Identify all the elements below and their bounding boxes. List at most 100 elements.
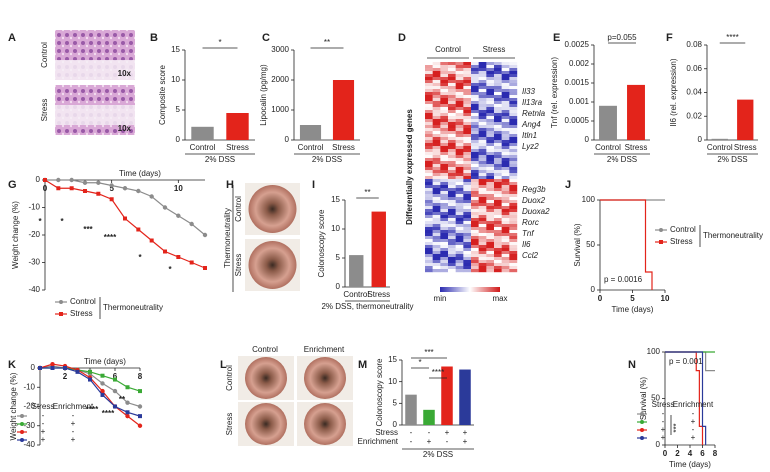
heatmap-cell (455, 185, 464, 189)
heatmap-cell (463, 161, 472, 165)
point (189, 260, 194, 265)
heatmap-cell (471, 218, 479, 222)
heatmap-cell (432, 245, 441, 249)
heatmap-cell (501, 179, 510, 183)
heatmap-cell (425, 107, 433, 111)
heatmap-cell (425, 173, 433, 177)
heatmap-cell (501, 140, 510, 144)
heatmap-cell (432, 188, 441, 192)
x-tick-label: 5 (630, 294, 635, 303)
heatmap-cell (455, 143, 464, 147)
heatmap-cell (509, 128, 518, 132)
heatmap-cell (455, 68, 464, 72)
heatmap-cell (486, 107, 495, 111)
heatmap-cell (501, 188, 510, 192)
heatmap-cell (448, 101, 456, 105)
legend-sign: - (72, 427, 75, 436)
heatmap-cell (463, 233, 472, 237)
heatmap-cell (440, 182, 449, 186)
bar (459, 369, 471, 425)
y-tick-label: -20 (28, 230, 40, 239)
heatmap-cell (494, 71, 502, 75)
heatmap-cell (440, 224, 449, 228)
heatmap-cell (478, 233, 487, 237)
x-axis-label: Time (days) (84, 357, 126, 366)
heatmap-cell (471, 203, 479, 207)
heatmap-cell (478, 179, 487, 183)
heatmap-cell (509, 191, 518, 195)
heatmap-cell (455, 191, 464, 195)
heatmap-cell (486, 260, 495, 264)
heatmap-cell (463, 74, 472, 78)
axis-label: Weight change (%) (9, 372, 18, 440)
heatmap-cell (440, 206, 449, 210)
heatmap-cell (440, 269, 449, 273)
heatmap-cell (509, 212, 518, 216)
heatmap-cell (440, 62, 449, 66)
heatmap-cell (455, 80, 464, 84)
heatmap-cell (494, 224, 502, 228)
heatmap-cell (432, 239, 441, 243)
heatmap-cell (486, 221, 495, 225)
heatmap-cell (471, 176, 479, 180)
heatmap-cell (425, 110, 433, 114)
y-tick-label: -30 (23, 421, 35, 430)
heatmap-cell (478, 215, 487, 219)
heatmap-cell (440, 215, 449, 219)
heatmap-cell (440, 113, 449, 117)
heatmap-cell (494, 179, 502, 183)
heatmap-cell (440, 227, 449, 231)
heatmap-cell (501, 161, 510, 165)
x-tick-label: 10 (174, 184, 183, 193)
group-label: Control (435, 45, 461, 54)
heatmap-cell (448, 197, 456, 201)
heatmap-cell (494, 62, 502, 66)
heatmap-cell (501, 113, 510, 117)
heatmap-cell (455, 146, 464, 150)
panel-letter: I (312, 179, 315, 191)
heatmap-cell (501, 89, 510, 93)
point (56, 186, 61, 191)
bar (737, 99, 754, 140)
point (125, 400, 130, 405)
heatmap-cell (486, 86, 495, 90)
heatmap-cell (478, 65, 487, 69)
point (162, 205, 168, 210)
heatmap-cell (471, 128, 479, 132)
heatmap-cell (432, 269, 441, 273)
heatmap-cell (471, 155, 479, 159)
heatmap-cell (471, 62, 479, 66)
legend-marker (59, 312, 63, 316)
bar (332, 80, 355, 140)
heatmap-cell (432, 110, 441, 114)
histology-lumen (55, 60, 135, 80)
heatmap-cell (478, 254, 487, 258)
heatmap-cell (455, 122, 464, 126)
point (138, 414, 142, 419)
heatmap-cell (509, 182, 518, 186)
heatmap-cell (455, 149, 464, 153)
x-axis-label: 2% DSS (717, 155, 747, 164)
heatmap-cell (509, 173, 518, 177)
color-scale (440, 287, 500, 292)
heatmap-cell (440, 149, 449, 153)
heatmap-cell (509, 119, 518, 123)
heatmap-cell (425, 101, 433, 105)
heatmap-cell (425, 251, 433, 255)
heatmap-cell (455, 224, 464, 228)
heatmap-cell (501, 146, 510, 150)
y-tick-label: 0.08 (686, 40, 702, 49)
x-axis-label: Time (days) (669, 460, 711, 469)
heatmap-cell (509, 71, 518, 75)
heatmap-cell (509, 215, 518, 219)
heatmap-cell (440, 83, 449, 87)
heatmap-cell (440, 77, 449, 81)
heatmap-cell (448, 173, 456, 177)
heatmap-cell (471, 233, 479, 237)
heatmap-cell (471, 185, 479, 189)
heatmap-cell (455, 164, 464, 168)
point (125, 385, 130, 390)
heatmap-cell (463, 257, 472, 261)
heatmap-cell (501, 101, 510, 105)
point (109, 197, 114, 202)
